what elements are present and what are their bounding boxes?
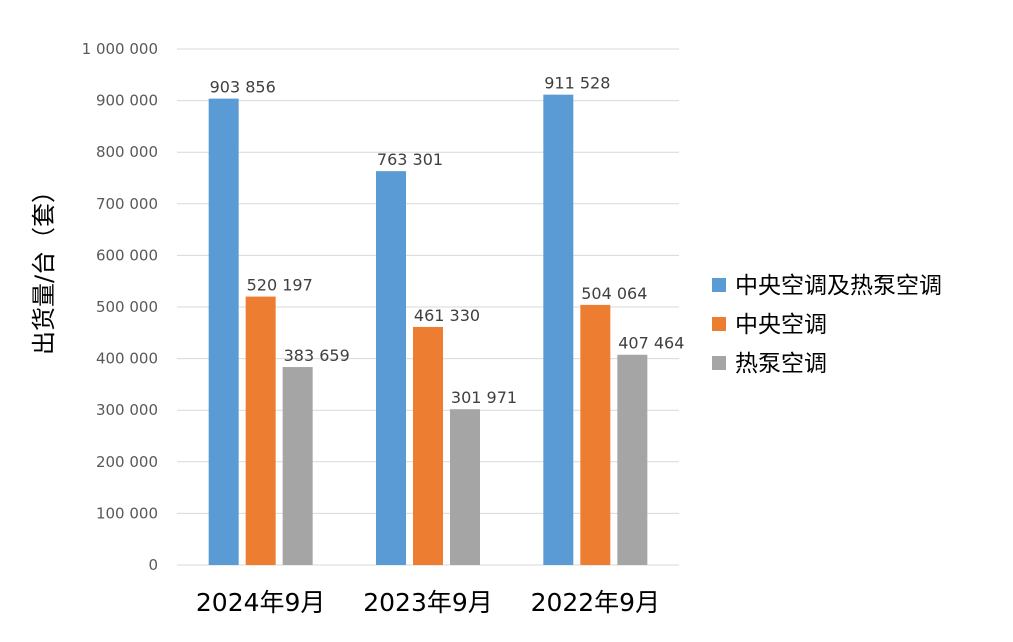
y-tick-label: 500 000: [96, 298, 158, 316]
x-category-label: 2023年9月: [363, 588, 493, 617]
legend-label: 中央空调及热泵空调: [735, 273, 942, 299]
x-category-label: 2024年9月: [196, 588, 326, 617]
bar: [208, 98, 239, 566]
legend-swatch: [712, 278, 726, 292]
data-label: 504 064: [581, 284, 647, 303]
y-tick-label: 0: [148, 556, 158, 574]
y-tick-label: 600 000: [96, 246, 158, 264]
bar: [543, 94, 574, 565]
bar: [450, 409, 480, 565]
legend-swatch: [712, 317, 726, 331]
bar: [580, 304, 611, 565]
data-label: 903 856: [210, 78, 276, 97]
x-category-label: 2022年9月: [531, 588, 661, 617]
data-label: 383 659: [284, 346, 350, 365]
y-tick-label: 1 000 000: [82, 40, 158, 58]
data-label: 763 301: [377, 150, 443, 169]
data-label: 520 197: [247, 276, 313, 295]
bars: [208, 94, 648, 566]
bar: [245, 296, 276, 565]
y-axis-title: 出货量/台（套）: [30, 179, 58, 355]
y-tick-label: 100 000: [96, 504, 158, 522]
data-label: 407 464: [618, 334, 684, 353]
x-axis-categories: 2024年9月 2023年9月 2022年9月: [196, 588, 660, 617]
y-tick-label: 300 000: [96, 401, 158, 419]
data-labels: 903 856 520 197 383 659 763 301 461 330 301 9…: [210, 74, 685, 408]
bar: [376, 171, 406, 565]
bar: [282, 367, 313, 565]
data-label: 911 528: [544, 74, 610, 93]
legend-swatch: [712, 356, 726, 370]
y-tick-label: 900 000: [96, 92, 158, 110]
y-tick-label: 800 000: [96, 143, 158, 161]
y-axis-ticks: 0 100 000 200 000 300 000 400 000 500 000 600 …: [82, 40, 158, 574]
y-tick-label: 200 000: [96, 453, 158, 471]
y-tick-label: 700 000: [96, 195, 158, 213]
legend-label: 热泵空调: [735, 351, 827, 377]
data-label: 461 330: [414, 306, 480, 325]
y-tick-label: 400 000: [96, 350, 158, 368]
bar: [617, 354, 648, 565]
bar: [413, 326, 443, 565]
legend-label: 中央空调: [735, 312, 827, 338]
data-label: 301 971: [451, 388, 517, 407]
